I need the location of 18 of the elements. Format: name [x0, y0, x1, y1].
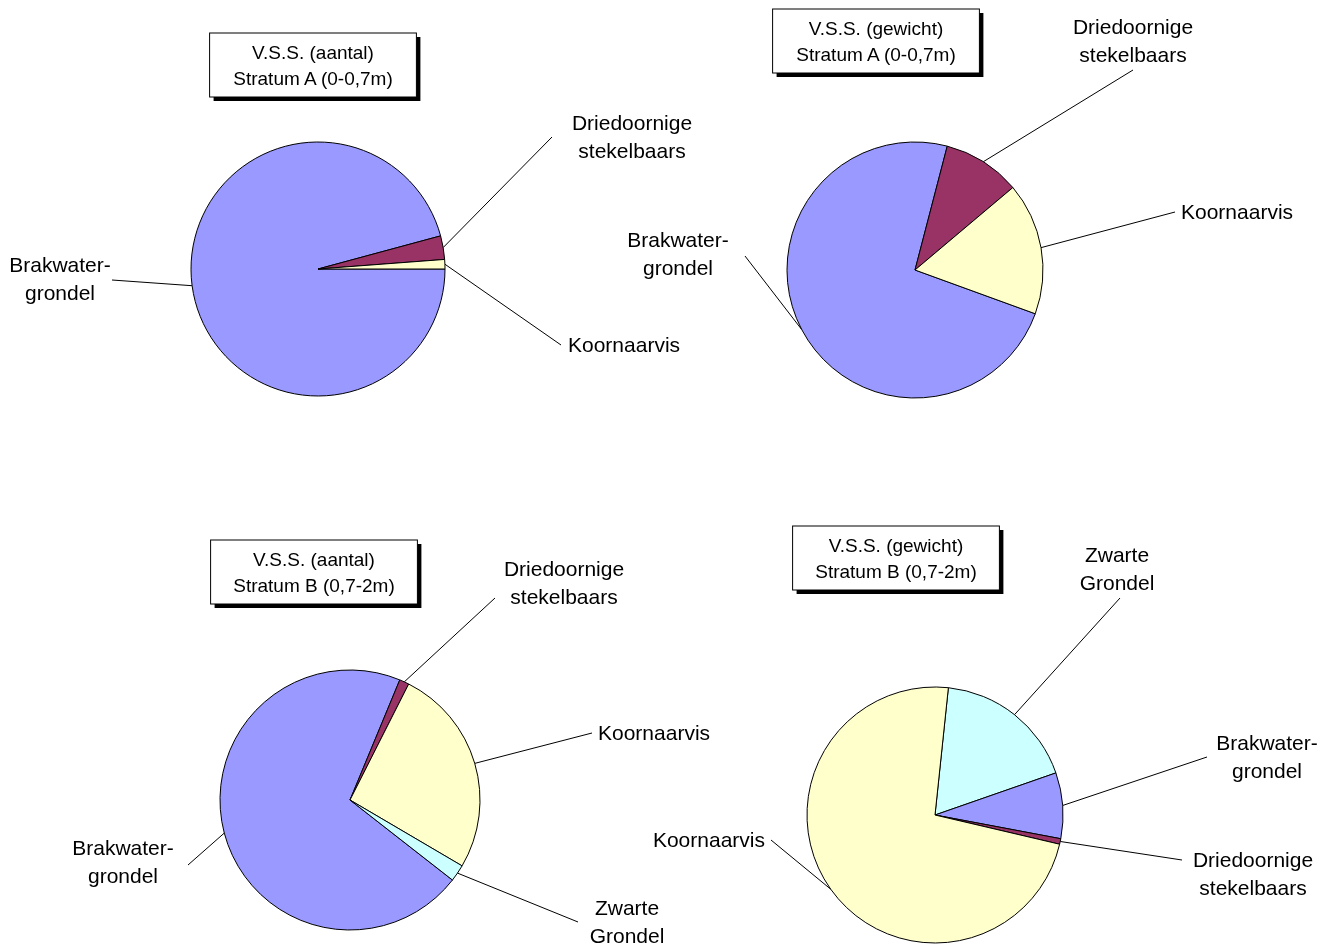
slice-label: Driedoornige stekelbaars	[1192, 848, 1314, 900]
slice-label: Zwarte Grondel	[1079, 543, 1155, 595]
slice-label: Driedoornige stekelbaars	[503, 557, 625, 609]
slice-label: Koornaarvis	[1181, 200, 1294, 224]
slice-label: Koornaarvis	[598, 721, 711, 745]
slice-label: Brakwater- grondel	[627, 228, 729, 280]
slice-label: Driedoornige stekelbaars	[1072, 15, 1194, 67]
chart-title: V.S.S. (aantal) Stratum A (0-0,7m)	[233, 41, 393, 89]
slice-label: Koornaarvis	[568, 333, 681, 357]
slice-label: Brakwater- grondel	[9, 253, 111, 305]
slice-label: Zwarte Grondel	[589, 896, 665, 948]
text: V.S.S. (gewicht) Stratum A (0-0,7m)	[796, 17, 956, 65]
slice-label: Koornaarvis	[652, 828, 765, 852]
slice-label: Brakwater- grondel	[1216, 731, 1318, 783]
slice-label: Driedoornige stekelbaars	[571, 111, 693, 163]
chart-title: V.S.S. (gewicht) Stratum B (0,7-2m)	[815, 534, 977, 582]
slice-label: Brakwater- grondel	[72, 836, 174, 888]
chart-title: V.S.S. (aantal) Stratum B (0,7-2m)	[233, 548, 395, 596]
